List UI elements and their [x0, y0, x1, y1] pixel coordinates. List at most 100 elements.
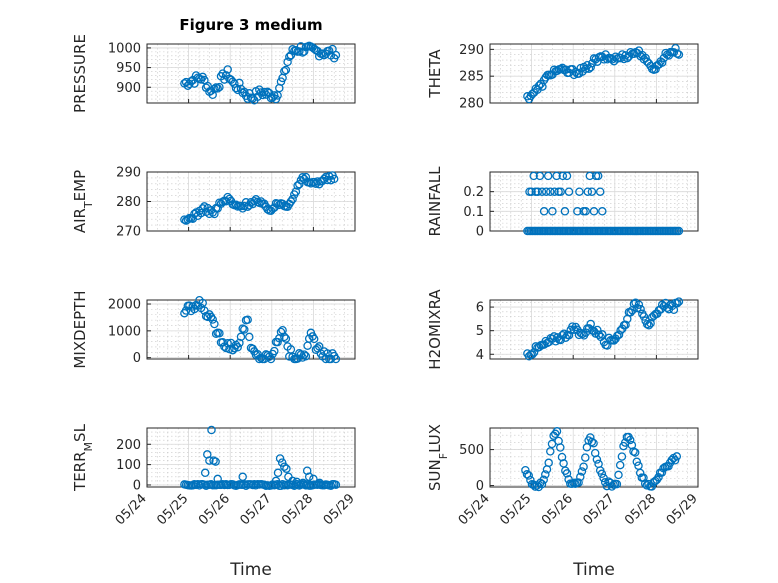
- data-point: [564, 330, 574, 340]
- y-tick-label: 290: [459, 43, 484, 58]
- data-point: [315, 478, 324, 488]
- y-tick-label: 900: [116, 81, 141, 96]
- data-point: [275, 454, 285, 463]
- data-point: [280, 462, 289, 471]
- axes-frame: [146, 43, 356, 104]
- data-point: [245, 332, 254, 342]
- data-point: [576, 472, 585, 482]
- data-point: [309, 334, 319, 344]
- data-point: [295, 179, 304, 189]
- data-point: [240, 325, 249, 334]
- data-point: [646, 319, 655, 328]
- data-point: [331, 50, 341, 60]
- data-point: [280, 66, 289, 76]
- data-point: [586, 62, 595, 72]
- axes-frame: [146, 299, 356, 360]
- data-point: [558, 171, 568, 181]
- axes-frame: [489, 299, 699, 360]
- data-point: [614, 470, 623, 480]
- data-point: [552, 171, 561, 181]
- data-point: [615, 460, 625, 470]
- y-axis-label: RAINFALL: [426, 166, 444, 237]
- y-tick-label: 280: [116, 195, 141, 210]
- data-point: [644, 321, 654, 330]
- data-point: [634, 300, 644, 309]
- data-point: [543, 171, 553, 181]
- data-point: [639, 473, 648, 482]
- data-point: [579, 462, 588, 471]
- data-point: [541, 470, 550, 479]
- data-point: [560, 207, 570, 216]
- data-point: [529, 171, 538, 181]
- data-point: [208, 315, 217, 324]
- data-point: [210, 319, 219, 329]
- y-tick-label: 0.2: [463, 185, 484, 200]
- x-tick-label: 05/25: [154, 491, 191, 528]
- data-point: [625, 435, 635, 445]
- data-point: [292, 477, 302, 487]
- data-point: [528, 350, 537, 359]
- x-tick-label: 05/26: [196, 491, 233, 528]
- data-point: [524, 471, 533, 480]
- data-point: [550, 187, 559, 196]
- data-point: [285, 52, 294, 62]
- data-point: [556, 335, 565, 345]
- x-tick-label: 05/24: [456, 491, 493, 528]
- data-point: [581, 207, 590, 216]
- data-point: [236, 332, 246, 342]
- data-point: [280, 332, 289, 342]
- data-point: [223, 339, 232, 348]
- data-point: [243, 315, 252, 324]
- data-point: [585, 171, 595, 181]
- data-point: [270, 346, 279, 356]
- data-point: [291, 187, 301, 196]
- y-axis-label: SUNFLUX: [426, 424, 450, 491]
- data-point: [533, 187, 543, 196]
- data-point: [299, 350, 309, 359]
- data-point: [552, 427, 562, 436]
- data-point: [309, 474, 318, 484]
- y-axis-label: THETA: [426, 49, 444, 99]
- data-point: [674, 226, 684, 236]
- data-point: [562, 469, 572, 478]
- data-point: [215, 82, 224, 92]
- data-point: [598, 330, 607, 339]
- y-tick-label: 285: [459, 70, 484, 85]
- x-tick-label: 05/26: [539, 491, 576, 528]
- y-tick-label: 6: [476, 301, 484, 316]
- data-point: [564, 187, 574, 196]
- data-point: [200, 468, 210, 478]
- data-point: [544, 458, 553, 468]
- y-axis-label: H2OMIXRA: [426, 289, 444, 370]
- x-tick-label: 05/28: [622, 491, 659, 528]
- data-point: [598, 207, 607, 216]
- y-tick-label: 0: [476, 225, 484, 240]
- data-point: [198, 298, 207, 308]
- y-tick-label: 1000: [108, 324, 141, 339]
- data-point: [238, 472, 247, 482]
- data-point: [541, 187, 551, 196]
- data-point: [617, 452, 627, 461]
- subplot-theta: 280 285 290 THETA: [426, 43, 699, 112]
- y-tick-label: 270: [116, 225, 141, 240]
- data-point: [672, 298, 682, 308]
- data-point: [674, 297, 684, 306]
- figure-title: Figure 3 medium: [179, 16, 322, 34]
- data-point: [223, 65, 232, 74]
- x-tick-label: 05/25: [497, 491, 534, 528]
- data-point: [288, 194, 297, 204]
- data-point: [304, 472, 314, 482]
- data-point: [562, 171, 572, 181]
- data-point: [298, 173, 307, 182]
- y-axis-label: AIRTEMP: [71, 170, 95, 233]
- data-point: [581, 453, 590, 462]
- data-point: [642, 481, 652, 490]
- data-point: [211, 457, 220, 466]
- data-point: [283, 57, 292, 67]
- data-point: [642, 319, 652, 329]
- data-point: [273, 468, 283, 478]
- data-point: [535, 171, 545, 181]
- data-point: [593, 325, 602, 335]
- data-point: [331, 480, 341, 489]
- data-point: [211, 329, 221, 339]
